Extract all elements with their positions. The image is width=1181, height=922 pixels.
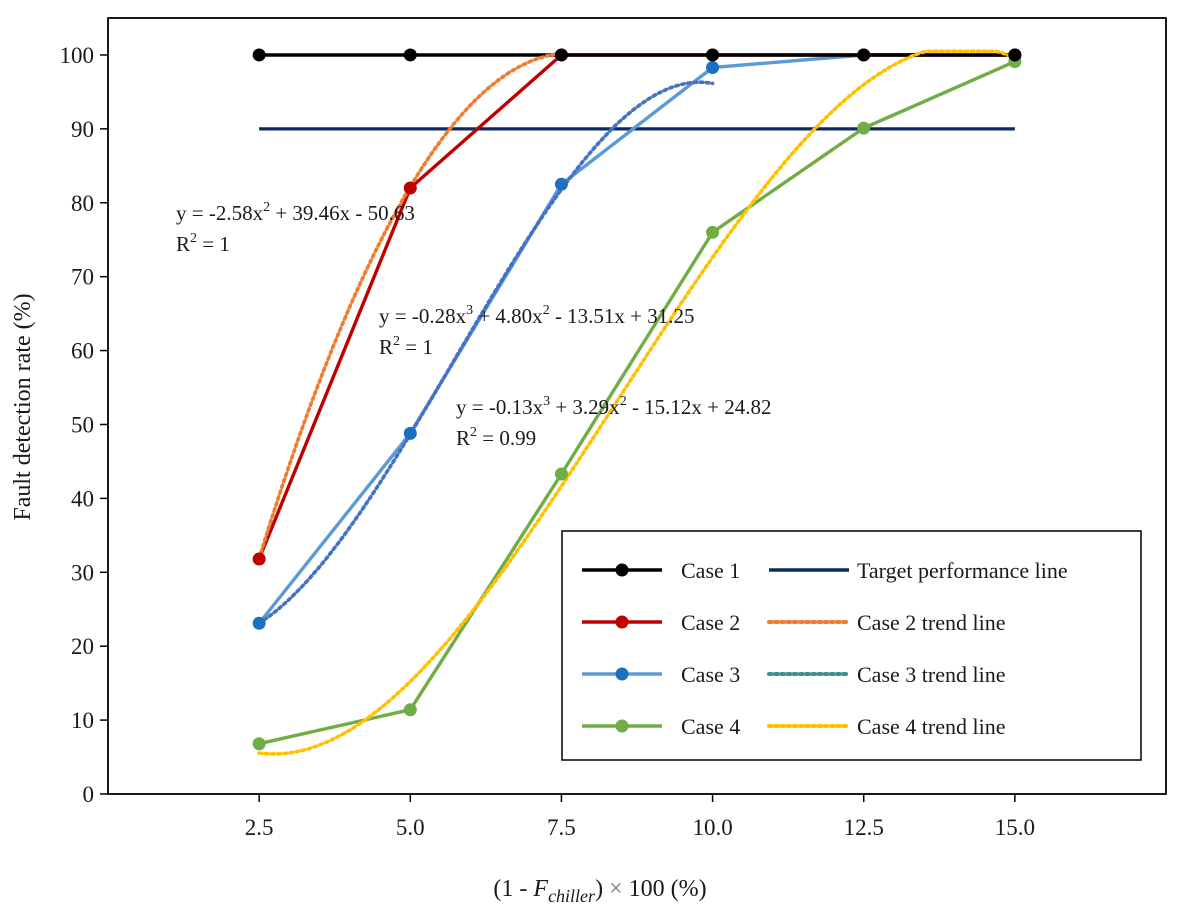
y-tick-label: 10 — [71, 708, 94, 733]
case-4-trend-line-r-squared: R2​ = 0.99 — [456, 425, 536, 450]
case-2-trend-line-equation: y = -2.58x2​ + 39.46x - 50.63 — [176, 200, 415, 225]
legend-label: Case 3 trend line — [857, 662, 1005, 687]
legend-label: Case 3 — [681, 662, 740, 687]
case-4-point — [706, 225, 720, 239]
legend-item-case-4: Case 4 — [582, 714, 740, 739]
case-3-point — [252, 616, 266, 630]
series-layer — [257, 53, 1016, 746]
y-tick-label: 50 — [71, 412, 94, 437]
legend-item-case-3-trend-line: Case 3 trend line — [767, 662, 1005, 687]
legend-item-case-2: Case 2 — [582, 610, 740, 635]
case-1-point — [252, 48, 266, 62]
y-axis-title: Fault detection rate (%) — [10, 293, 36, 520]
x-tick-label: 12.5 — [844, 815, 884, 840]
legend-label: Case 2 trend line — [857, 610, 1005, 635]
case-3-point — [706, 61, 720, 75]
legend-item-case-4-trend-line: Case 4 trend line — [767, 714, 1005, 739]
case-2-point — [403, 181, 417, 195]
x-axis-title: (1 - Fchiller) × 100 (%) — [493, 876, 706, 906]
legend-label: Case 4 — [681, 714, 740, 739]
y-tick-label: 90 — [71, 117, 94, 142]
y-tick-label: 20 — [71, 634, 94, 659]
x-axis-ticks: 2.5 5.0 7.5 10.0 12.5 15.0 — [245, 794, 1035, 840]
case-1-point — [554, 48, 568, 62]
legend-item-case-2-trend-line: Case 2 trend line — [767, 610, 1005, 635]
legend-label: Case 1 — [681, 558, 740, 583]
y-tick-label: 30 — [71, 560, 94, 585]
case-1-point — [706, 48, 720, 62]
case-1-point — [403, 48, 417, 62]
case-4-point — [252, 737, 266, 751]
equation-layer: y = -2.58x2​ + 39.46x - 50.63 R2​ = 1 y = … — [176, 200, 772, 450]
legend-item-case-3: Case 3 — [582, 662, 740, 687]
case-3-trend-line-r-squared: R2​ = 1 — [379, 334, 433, 359]
x-tick-label: 5.0 — [396, 815, 425, 840]
case-2-point — [252, 552, 266, 566]
case-2-trend-line-r-squared: R2​ = 1 — [176, 231, 230, 256]
case-1-point — [1008, 48, 1022, 62]
case-4-point — [403, 703, 417, 717]
legend-marker — [615, 667, 629, 681]
case-3-trend-line-equation: y = -0.28x3​ + 4.80x2​ - 13.51x + 31.25 — [379, 303, 695, 328]
case-4-point — [857, 121, 871, 135]
case-3-point — [403, 426, 417, 440]
case-3-trend-line — [257, 80, 715, 626]
y-tick-label: 100 — [60, 43, 95, 68]
case-4-line — [258, 60, 1016, 746]
x-tick-label: 15.0 — [995, 815, 1035, 840]
legend-item-case-1: Case 1 — [582, 558, 740, 583]
legend-label: Target performance line — [857, 558, 1068, 583]
case-4-trend-line — [257, 49, 1017, 756]
y-tick-label: 40 — [71, 486, 94, 511]
case-3-point — [554, 177, 568, 191]
y-tick-label: 60 — [71, 339, 94, 364]
case-4-point — [554, 467, 568, 481]
x-tick-label: 2.5 — [245, 815, 274, 840]
y-tick-label: 80 — [71, 191, 94, 216]
legend-marker — [615, 563, 629, 577]
legend-marker — [615, 719, 629, 733]
plot-frame — [107, 17, 1167, 795]
case-1-point — [857, 48, 871, 62]
legend-label: Case 4 trend line — [857, 714, 1005, 739]
y-axis-ticks: 0 10 20 30 40 50 60 70 80 90 100 — [60, 43, 108, 807]
y-tick-label: 0 — [83, 782, 95, 807]
legend: Case 1 Target performance line Case 2 Case … — [561, 530, 1142, 761]
x-tick-label: 10.0 — [692, 815, 732, 840]
legend-marker — [615, 615, 629, 629]
case-4-trend-line-equation: y = -0.13x3​ + 3.29x2​ - 15.12x + 24.82 — [456, 394, 772, 419]
legend-label: Case 2 — [681, 610, 740, 635]
x-tick-label: 7.5 — [547, 815, 576, 840]
y-tick-label: 70 — [71, 265, 94, 290]
marker-layer — [252, 48, 1022, 751]
legend-item-target-performance-line: Target performance line — [769, 558, 1068, 583]
